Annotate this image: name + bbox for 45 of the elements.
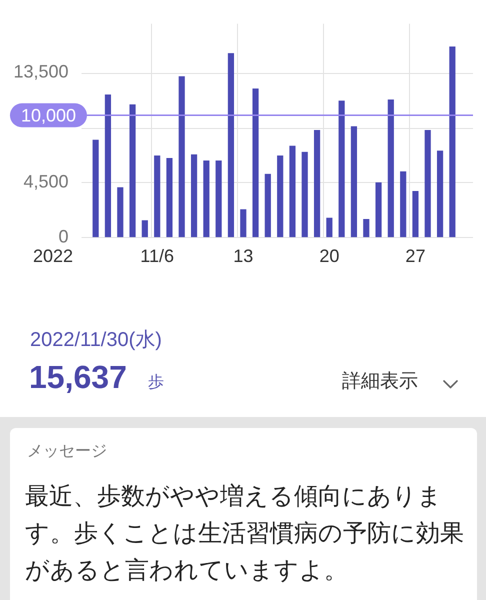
text: 歩 [148,372,164,392]
text: メッセージ [27,441,107,460]
y-tick-label: 13,500 [13,62,68,82]
bar [277,156,284,238]
text: 最近、歩数がやや増える傾向にあります。歩くことは生活習慣病の予防に効果があると言われていますよ。 [25,481,465,586]
text: 15,637 [29,359,127,396]
y-tick-label: 4,500 [23,171,68,192]
bar [424,130,431,238]
bar [264,174,271,238]
text: 詳細表示 [342,370,418,393]
bar [289,146,296,238]
bar [375,182,382,238]
bar [449,46,456,238]
bar [240,209,246,238]
bar [252,88,259,238]
bar [142,220,148,238]
bar [178,76,185,238]
x-tick-label: 20 [319,246,340,266]
bar [326,218,332,238]
bar [338,100,345,238]
bar [400,171,406,238]
bar [350,126,358,238]
bar [154,156,160,238]
x-tick-label: 13 [233,246,254,266]
bar [203,160,210,238]
bar [166,158,173,238]
bar [412,190,419,238]
bar [436,150,444,238]
bar [302,152,308,238]
bar [129,104,136,238]
text: 2022/11/30(水) [30,329,162,352]
x-tick-label: 11/6 [140,246,174,266]
y-tick-label: 0 [58,226,68,246]
bar [117,187,124,238]
bar [216,160,222,238]
bar [363,219,370,238]
x-axis-title: 2022 [33,246,74,267]
bar [104,94,112,238]
x-tick-label: 27 [405,246,426,266]
bar [92,140,99,238]
bar [228,53,234,238]
bar [314,130,320,238]
bar [190,154,198,238]
ref-line-label: 10,000 [20,105,76,126]
bar [388,99,394,238]
